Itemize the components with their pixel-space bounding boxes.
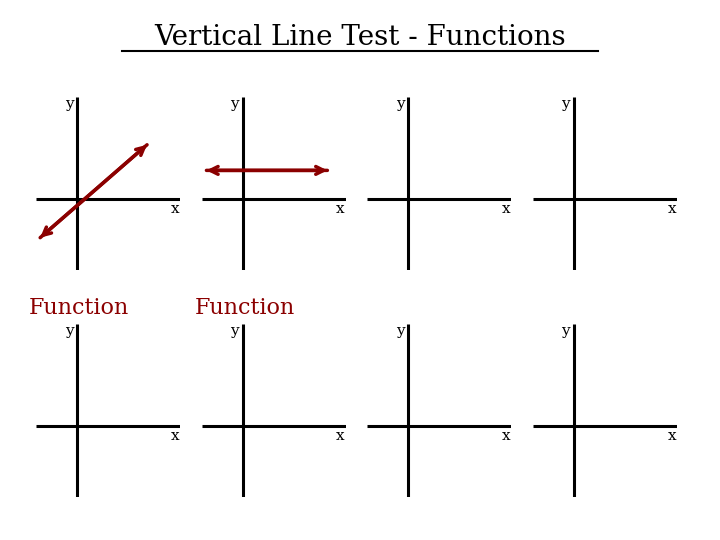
Text: y: y: [396, 324, 405, 338]
Text: Function: Function: [194, 297, 295, 319]
Text: x: x: [667, 202, 676, 216]
Text: y: y: [65, 97, 73, 111]
Text: Vertical Line Test - Functions: Vertical Line Test - Functions: [154, 24, 566, 51]
Text: x: x: [171, 202, 179, 216]
Text: x: x: [336, 202, 345, 216]
Text: x: x: [336, 429, 345, 443]
Text: x: x: [171, 429, 179, 443]
Text: x: x: [502, 429, 510, 443]
Text: y: y: [230, 97, 239, 111]
Text: y: y: [65, 324, 73, 338]
Text: y: y: [562, 97, 570, 111]
Text: y: y: [230, 324, 239, 338]
Text: y: y: [562, 324, 570, 338]
Text: Function: Function: [29, 297, 130, 319]
Text: y: y: [396, 97, 405, 111]
Text: x: x: [667, 429, 676, 443]
Text: x: x: [502, 202, 510, 216]
